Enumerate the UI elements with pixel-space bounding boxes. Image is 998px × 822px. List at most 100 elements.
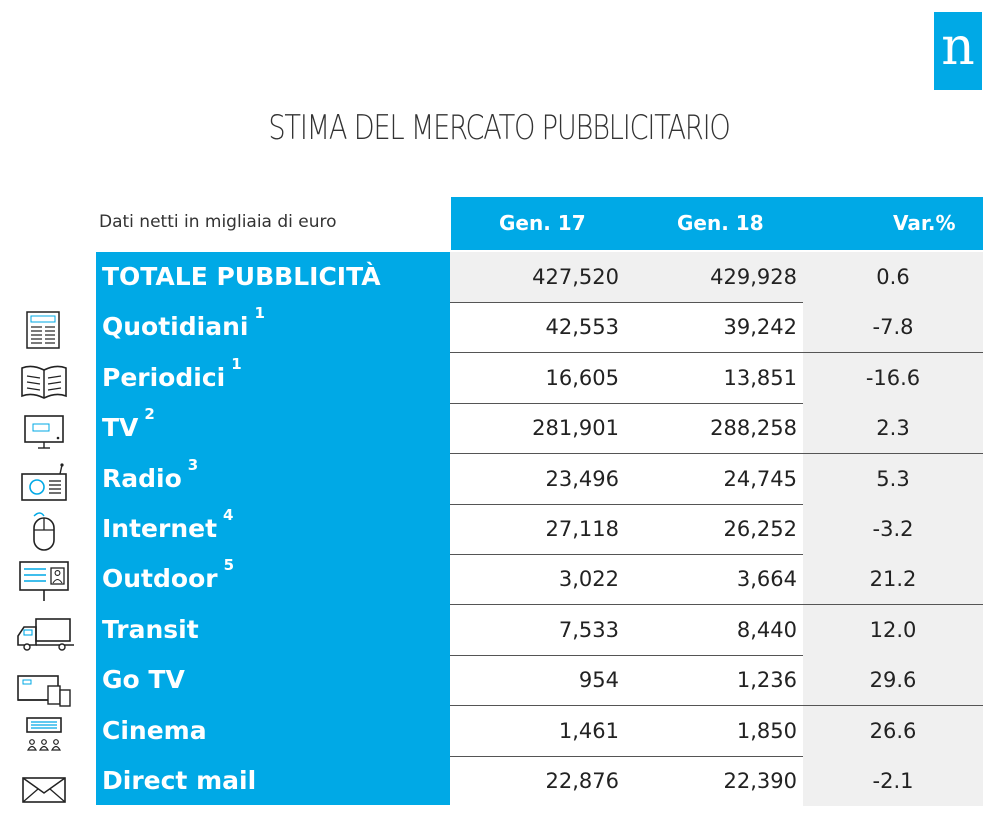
cell-var: -3.2 xyxy=(803,504,983,554)
cell-gen17: 3,022 xyxy=(558,567,619,592)
row-label-text: Transit xyxy=(102,614,199,644)
cell-gen18: 24,745 xyxy=(723,466,797,491)
cell-gen17: 954 xyxy=(578,668,619,693)
cell-gen18: 3,664 xyxy=(736,567,797,592)
footnote-marker: 3 xyxy=(187,455,199,474)
cell-gen17: 23,496 xyxy=(545,466,619,491)
row-label: TOTALE PUBBLICITÀ xyxy=(102,252,381,302)
cell-gen17: 7,533 xyxy=(558,617,619,642)
row-label: Internet 4 xyxy=(102,504,233,554)
footnote-marker: 5 xyxy=(223,556,235,575)
footnote-marker: 4 xyxy=(223,506,234,524)
devices-icon xyxy=(17,675,71,707)
cell-gen17: 16,605 xyxy=(545,365,619,390)
newspaper-icon xyxy=(26,311,60,349)
row-label: TV 2 xyxy=(102,403,155,453)
cell-var: -7.8 xyxy=(803,302,983,353)
table-row: Transit 7,533 8,440 12.0 xyxy=(96,604,983,655)
row-divider xyxy=(450,301,983,303)
row-label: Outdoor 5 xyxy=(102,554,234,604)
cell-var: 29.6 xyxy=(803,655,983,706)
cell-gen17: 22,876 xyxy=(545,769,619,793)
table-row: Outdoor 5 3,022 3,664 21.2 xyxy=(96,554,983,605)
row-label-text: Cinema xyxy=(102,715,207,745)
cell-gen17: 1,461 xyxy=(558,718,619,743)
table-row: Quotidiani 1 42,553 39,242 -7.8 xyxy=(96,302,983,353)
table-row: Direct mail 22,876 22,390 -2.1 xyxy=(96,756,983,806)
row-divider xyxy=(450,755,983,757)
cell-var: 26.6 xyxy=(803,705,983,756)
header-gen18: Gen. 18 xyxy=(677,211,764,235)
tv-news-icon xyxy=(24,415,64,449)
open-book-icon xyxy=(21,365,67,399)
cell-gen18: 13,851 xyxy=(723,365,797,390)
row-label: Periodici 1 xyxy=(102,353,242,403)
row-label: Transit xyxy=(102,605,199,655)
cell-var: 12.0 xyxy=(803,604,983,655)
cell-gen18: 8,440 xyxy=(736,617,797,642)
label-column xyxy=(96,252,450,805)
row-divider xyxy=(450,402,983,404)
cell-gen18: 1,850 xyxy=(736,718,797,743)
cell-gen17: 27,118 xyxy=(545,517,619,541)
row-label-text: Outdoor xyxy=(102,564,218,594)
row-label: Go TV xyxy=(102,655,185,705)
truck-icon xyxy=(17,618,74,651)
row-label-text: Internet xyxy=(102,514,218,543)
cell-gen18: 26,252 xyxy=(723,517,797,541)
footnote-marker: 2 xyxy=(144,405,155,424)
page-title: STIMA DEL MERCATO PUBBLICITARIO xyxy=(268,108,730,148)
row-label-text: Quotidiani xyxy=(102,312,249,342)
cell-var: -2.1 xyxy=(803,756,983,806)
cell-gen17: 281,901 xyxy=(532,416,619,441)
radio-icon xyxy=(21,463,67,501)
cell-var: 2.3 xyxy=(803,403,983,454)
header-gen17: Gen. 17 xyxy=(499,211,586,235)
row-label-text: Periodici xyxy=(102,362,226,392)
row-label-text: Radio xyxy=(102,463,182,493)
cell-gen17: 427,520 xyxy=(532,265,619,289)
cell-gen18: 1,236 xyxy=(736,668,797,693)
footnote-marker: 1 xyxy=(231,354,242,373)
table-row: Cinema 1,461 1,850 26.6 xyxy=(96,705,983,756)
table-row: Radio 3 23,496 24,745 5.3 xyxy=(96,453,983,504)
row-label: Cinema xyxy=(102,706,207,756)
row-label: Radio 3 xyxy=(102,454,198,504)
total-row-shade xyxy=(450,252,803,302)
row-label: Quotidiani 1 xyxy=(102,302,265,352)
cell-var: 0.6 xyxy=(803,252,983,302)
table-header-bar xyxy=(451,197,983,250)
envelope-icon xyxy=(22,777,66,803)
total-row: TOTALE PUBBLICITÀ 427,520 429,928 0.6 xyxy=(96,252,983,302)
cell-var: 21.2 xyxy=(803,554,983,605)
row-divider xyxy=(450,553,983,555)
cell-var: 5.3 xyxy=(803,453,983,504)
table-row: TV 2 281,901 288,258 2.3 xyxy=(96,403,983,454)
cinema-icon xyxy=(26,717,62,751)
mouse-icon xyxy=(33,512,55,551)
row-divider xyxy=(450,453,983,455)
brand-logo-letter: n xyxy=(941,17,975,77)
cell-gen18: 22,390 xyxy=(723,769,797,793)
cell-gen17: 42,553 xyxy=(545,315,619,340)
table-row: Periodici 1 16,605 13,851 -16.6 xyxy=(96,352,983,403)
row-label-text: TV xyxy=(102,413,139,443)
row-divider xyxy=(450,654,983,656)
brand-logo: n xyxy=(934,12,982,90)
header-var: Var.% xyxy=(893,211,956,235)
cell-gen18: 39,242 xyxy=(723,315,797,340)
footnote-marker: 1 xyxy=(254,304,265,323)
row-divider xyxy=(450,503,983,505)
table-row: Go TV 954 1,236 29.6 xyxy=(96,655,983,706)
row-divider xyxy=(450,352,983,354)
table-subtitle: Dati netti in migliaia di euro xyxy=(99,212,337,232)
row-label-text: Direct mail xyxy=(102,766,257,795)
billboard-icon xyxy=(19,561,69,601)
cell-var: -16.6 xyxy=(803,352,983,403)
cell-gen18: 288,258 xyxy=(710,416,797,441)
cell-gen18: 429,928 xyxy=(710,265,797,289)
table-row: Internet 4 27,118 26,252 -3.2 xyxy=(96,504,983,554)
row-label: Direct mail xyxy=(102,756,256,806)
row-label-text: TOTALE PUBBLICITÀ xyxy=(102,262,381,291)
row-divider xyxy=(450,604,983,606)
